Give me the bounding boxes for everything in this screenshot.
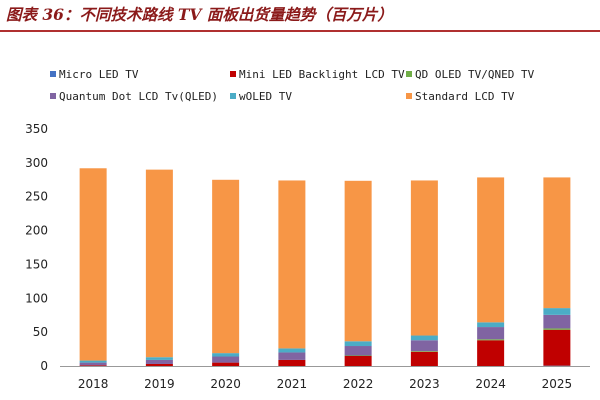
bar-segment-2022-s4 [344,341,372,347]
bar-segment-2024-s3 [477,327,505,340]
x-tick-label: 2020 [210,377,241,391]
bar-segment-2025-s2 [543,328,571,330]
bar-segment-2023-s5 [410,180,438,336]
bar-segment-2020-s4 [212,353,240,357]
y-tick-label: 100 [25,291,48,305]
x-tick-label: 2025 [542,377,573,391]
x-tick-label: 2022 [343,377,374,391]
bar-segment-2021-s3 [278,352,306,360]
y-tick-label: 250 [25,190,48,204]
bar-segment-2023-s1 [410,351,438,366]
legend-label-qled: Quantum Dot LCD Tv(QLED) [59,89,218,103]
legend-swatch-mini-led [230,71,236,77]
bar-segment-2020-s1 [212,362,240,366]
legend-swatch-micro-led [50,71,56,77]
bar-segment-2023-s2 [410,351,438,352]
legend-item-woled: wOLED TV [230,88,292,104]
x-tick-label: 2018 [78,377,109,391]
x-tick-label: 2019 [144,377,175,391]
legend-label-micro-led: Micro LED TV [59,67,139,81]
legend-swatch-qled [50,93,56,99]
bar-segment-2019-s3 [145,359,173,364]
bar-segment-2023-s3 [410,340,438,352]
y-tick-label: 300 [25,156,48,170]
title-divider [0,30,600,32]
legend-label-mini-led: Mini LED Backlight LCD TV [239,67,405,81]
bar-segment-2019-s1 [145,363,173,366]
legend-item-qled: Quantum Dot LCD Tv(QLED) [50,88,218,104]
bar-segment-2024-s4 [477,322,505,328]
y-tick-label: 350 [25,122,48,136]
y-tick-label: 200 [25,224,48,238]
legend-swatch-qd-oled [406,71,412,77]
bar-segment-2021-s4 [278,348,306,353]
bar-segment-2018-s3 [79,362,107,366]
bar-segment-2018-s4 [79,360,107,363]
bar-segment-2021-s5 [278,180,306,349]
legend-item-mini-led: Mini LED Backlight LCD TV [230,66,405,82]
x-tick-label: 2023 [409,377,440,391]
bar-segment-2022-s1 [344,355,372,366]
bar-segment-2024-s1 [477,340,505,366]
legend-label-woled: wOLED TV [239,89,292,103]
x-tick-label: 2024 [475,377,506,391]
y-tick-label: 0 [40,359,48,373]
x-tick-label: 2021 [277,377,308,391]
chart-title: 图表 36：不同技术路线 TV 面板出货量趋势（百万片） [6,5,393,24]
y-tick-label: 50 [33,325,48,339]
legend-label-qd-oled: QD OLED TV/QNED TV [415,67,535,81]
bar-segment-2024-s5 [477,177,505,323]
bar-segment-2025-s5 [543,177,571,309]
legend-item-micro-led: Micro LED TV [50,66,138,82]
legend-label-standard-lcd: Standard LCD TV [415,89,515,103]
bar-segment-2019-s4 [145,357,173,360]
bar-segment-2022-s2 [344,355,372,356]
bar-segment-2019-s5 [145,169,173,358]
bar-segment-2020-s3 [212,356,240,363]
bar-segment-2025-s3 [543,314,571,329]
legend-item-qd-oled: QD OLED TV/QNED TV [406,66,534,82]
bar-segment-2025-s4 [543,308,571,315]
bar-segment-2018-s1 [79,365,107,366]
bar-segment-2025-s0 [543,365,571,367]
bar-segment-2021-s1 [278,359,306,366]
bar-segment-2018-s5 [79,168,107,361]
bar-segment-2022-s3 [344,346,372,356]
bar-segment-2022-s5 [344,180,372,342]
legend-item-standard-lcd: Standard LCD TV [406,88,514,104]
bar-segment-2024-s2 [477,339,505,341]
legend-swatch-standard-lcd [406,93,412,99]
chart-legend: Micro LED TV Mini LED Backlight LCD TV Q… [50,64,595,110]
y-tick-label: 150 [25,257,48,271]
bar-segment-2023-s4 [410,335,438,341]
bar-segment-2020-s5 [212,179,240,354]
legend-swatch-woled [230,93,236,99]
bar-segment-2025-s1 [543,329,571,366]
